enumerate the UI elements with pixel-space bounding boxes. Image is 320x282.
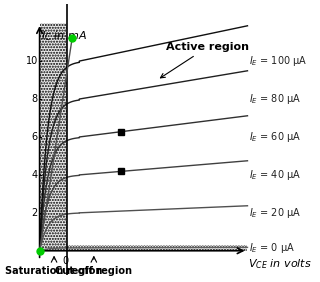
Text: $I_E$ = 60 μA: $I_E$ = 60 μA <box>249 130 301 144</box>
Text: $I_E$ = 20 μA: $I_E$ = 20 μA <box>249 206 301 220</box>
Text: 10: 10 <box>26 56 38 66</box>
Text: $I_E$ = 40 μA: $I_E$ = 40 μA <box>249 168 301 182</box>
Text: 6: 6 <box>32 132 38 142</box>
Bar <box>67 245 247 251</box>
Text: 8: 8 <box>32 94 38 104</box>
Text: 4: 4 <box>32 170 38 180</box>
Text: Active region: Active region <box>160 42 249 78</box>
Text: $I_E$ = 80 μA: $I_E$ = 80 μA <box>249 92 301 106</box>
Text: 0: 0 <box>63 256 69 266</box>
Bar <box>40 23 67 251</box>
Text: $I_E$ = 0 μA: $I_E$ = 0 μA <box>249 241 295 255</box>
Text: $I_E$ = 100 μA: $I_E$ = 100 μA <box>249 54 308 68</box>
Text: $I_C$ in mA: $I_C$ in mA <box>41 29 86 43</box>
Text: Cut-off region: Cut-off region <box>55 266 132 276</box>
Text: 2: 2 <box>32 208 38 218</box>
Text: $V_{CE}$ in volts: $V_{CE}$ in volts <box>248 257 312 271</box>
Text: Saturation region: Saturation region <box>5 266 103 276</box>
